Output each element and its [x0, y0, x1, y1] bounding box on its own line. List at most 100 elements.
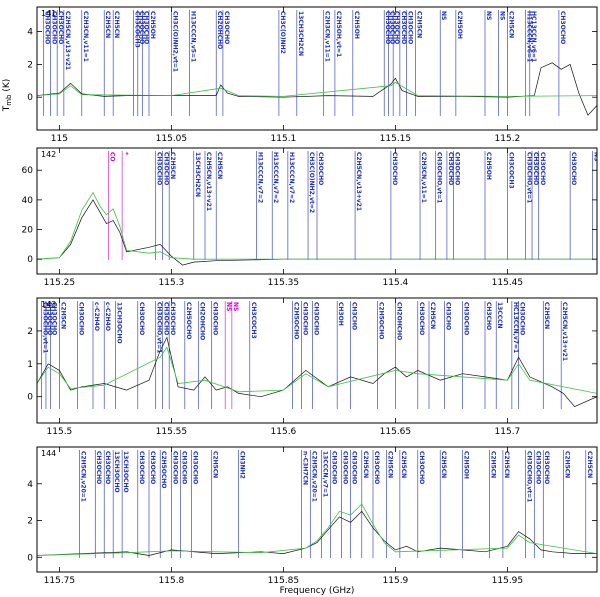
line-marker-label: 13CH3CH2CN [194, 152, 201, 197]
line-marker-label: CH3OCHO [400, 11, 407, 44]
line-marker-label: CH3NH2 [239, 451, 246, 479]
y-tick-label: 0 [27, 553, 33, 563]
model-spectrum [37, 346, 597, 394]
line-marker-label: C2H5CN [563, 451, 570, 478]
line-marker-label: C2H5CN [59, 302, 66, 329]
line-marker-label: CH3OCHO [180, 451, 187, 484]
line-marker-label: C2H5OCHO [292, 302, 299, 339]
line-marker-label: CH3OCHO [162, 152, 169, 185]
line-marker-label: NS [498, 11, 505, 20]
line-marker-label: CH3OCHO [384, 11, 391, 44]
line-marker-label: CH3OCHO,vt=1 [156, 302, 163, 353]
panel-frame [36, 6, 598, 131]
model-spectrum [37, 503, 597, 556]
line-marker-label: CH3OCHO [463, 302, 470, 335]
x-tick-label: 115.5 [47, 427, 73, 437]
line-marker-label: CH3OCHO [407, 11, 414, 44]
line-marker-label: CH3C(O)NH2 [279, 11, 286, 54]
line-marker-label: CH3OCHO [447, 152, 454, 185]
line-marker-label: CH2OHCHO [395, 302, 402, 340]
line-marker-label: C2H5CN [416, 11, 423, 38]
panel-number: 143 [41, 300, 56, 309]
panel-144: C2H5CN,v20=1 CH3OCHO CH3OCHO 13CH3OCHO 13CH3… [27, 446, 598, 586]
line-marker-label: CH3OCHO [389, 11, 396, 44]
y-tick-label: 20 [22, 226, 34, 236]
line-marker-label: C2H5CN [440, 451, 447, 478]
panel-frame [36, 147, 598, 275]
line-marker-label: C2H3CN,v11=1 [420, 152, 427, 203]
line-marker-label: CH3OCHO [57, 11, 64, 44]
y-tick-label: 40 [22, 196, 34, 206]
line-marker-label: CH3OCHO [138, 451, 145, 484]
x-tick-label: 115.9 [383, 576, 409, 586]
line-marker-label: CH3OCHO [559, 11, 566, 44]
line-marker-label: CH3OCHO [162, 302, 169, 335]
line-marker-label: 13CCCN,v7=1 [321, 451, 328, 497]
line-marker-label: CH3OCHO [301, 302, 308, 335]
line-marker-label: C2H5CN,v20=1 [310, 451, 317, 502]
y-tick-label: 2 [27, 327, 33, 337]
y-tick-label: 0 [27, 393, 33, 403]
line-marker-label: C2H5CN,v20=1 [80, 451, 87, 502]
x-tick-label: 115 [51, 134, 68, 144]
line-marker-label: CH3OCHO,vt=1 [41, 302, 48, 353]
x-tick-label: 115.35 [268, 278, 300, 288]
panel-frame [36, 297, 598, 424]
line-marker-label: C2H5CN [104, 11, 111, 38]
line-marker-label: C2H5CN [586, 451, 593, 478]
line-marker-label: CH2OHCHO [216, 11, 223, 49]
line-marker-label: C2H5OH [485, 152, 492, 180]
line-marker-label: CH3OCHO [46, 302, 53, 335]
line-marker-label: CH3OCHO [454, 152, 461, 185]
line-marker-label: C2H5OH [149, 11, 156, 39]
line-marker-label: 13CH3OCHO [113, 451, 120, 493]
x-tick-label: 115.15 [380, 134, 412, 144]
x-tick-label: 115.45 [492, 278, 524, 288]
line-marker-label: C2H5OH,vt=1 [335, 11, 342, 57]
x-tick-label: 115.05 [156, 134, 188, 144]
line-marker-label: CH3OCHO [393, 11, 400, 44]
x-tick-label: 115.3 [159, 278, 185, 288]
line-marker-label: CH3OCHO [212, 302, 219, 335]
model-spectrum [37, 191, 597, 260]
y-tick-label: 4 [27, 480, 33, 490]
y-tick-label: 0 [27, 93, 33, 103]
line-marker-label: C2H5CN [489, 451, 496, 478]
y-tick-label: 2 [27, 517, 33, 527]
line-marker-label: NS [440, 11, 447, 20]
x-tick-label: 115.55 [156, 427, 188, 437]
line-marker-label: 13CH3CH2CN [297, 11, 304, 56]
line-marker-label: CH3CHO [445, 302, 452, 330]
line-marker-label: CH3OCHO [373, 451, 380, 484]
line-marker-label: CH3OCHO [44, 11, 51, 44]
x-tick-label: 115.65 [380, 427, 412, 437]
line-marker-label: * [122, 152, 129, 156]
spectra-panels: CH3OCHO CH3OCHO CH3OCHO C2H5CN,v13+v21 C2H3C… [22, 6, 598, 586]
line-marker-label: C2H5CN [503, 451, 510, 478]
line-marker-label: C2H5CN [362, 451, 369, 478]
line-marker-label: C2H5CN [507, 11, 514, 38]
line-marker-label: CH3OCHO [104, 451, 111, 484]
line-marker-label: CH3COCH3 [250, 302, 257, 339]
line-marker-label: CH3OH [337, 302, 344, 326]
line-marker-label: C2H5OH [463, 451, 470, 479]
line-marker-label: CH3OCHO [171, 451, 178, 484]
line-marker-label: 13CCCN [496, 302, 503, 329]
line-marker-label: CH3OCHO [543, 451, 550, 484]
line-marker-label: CH3OCHO [77, 302, 84, 335]
line-marker-label: CH3COCH3 [507, 152, 514, 189]
line-marker-label: CH3OCHO [156, 152, 163, 185]
x-tick-label: 115.1 [271, 134, 297, 144]
line-marker-label: C2H5CN [113, 11, 120, 38]
line-marker-label: H13CCCN,v7=2 [272, 152, 279, 203]
panel-number: 142 [41, 150, 56, 159]
line-marker-label: HC13CCN,v7=1 [512, 302, 519, 353]
line-marker-label: C2H5CN [212, 451, 219, 478]
panel-142: CO * CH3OCHO CH3OCHO C2H5CN 13CH3CH2CN C2H5CN,… [22, 147, 598, 288]
line-marker-label: CH3OCHO,vt=1 [436, 152, 443, 203]
x-tick-label: 115.7 [495, 427, 521, 437]
line-marker-label: CH3C(O)NH2,vt=2 [308, 152, 315, 213]
line-marker-label: CH3CHO [351, 302, 358, 330]
